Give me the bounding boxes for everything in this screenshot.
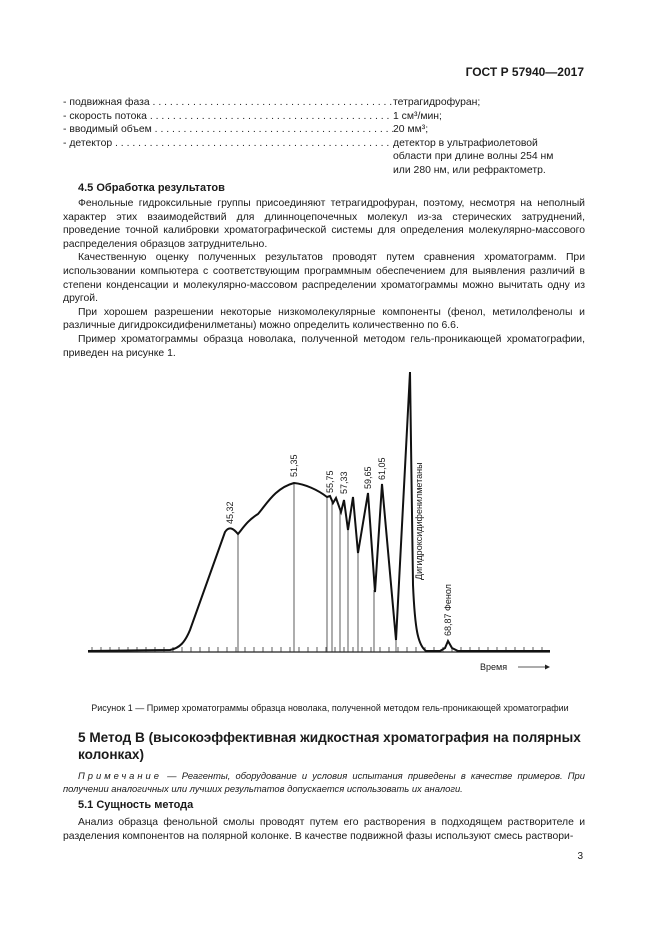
subsection-heading: 5.1 Сущность метода (78, 799, 194, 811)
paragraph: Пример хроматограммы образца новолака, п… (63, 333, 585, 359)
parameter-key: - вводимый объем (63, 123, 393, 137)
page-number: 3 (577, 851, 583, 862)
note: Примечание — Реагенты, оборудование и ус… (63, 769, 585, 795)
note-text: — Реагенты, оборудование и условия испыт… (63, 770, 585, 794)
arrow-right-icon (545, 664, 550, 670)
peak-labels: 45,32 51,35 55,75 57,33 59,65 61,05 Диги… (225, 454, 453, 636)
parameter-key: - скорость потока (63, 110, 393, 124)
section-heading: 4.5 Обработка результатов (78, 182, 225, 194)
parameter-row: - вводимый объем20 мм³; (63, 123, 588, 137)
parameter-row: - детектордетектор в ультрафиолетовой об… (63, 137, 588, 178)
parameter-value: 20 мм³; (393, 124, 429, 136)
document-id: ГОСТ Р 57940—2017 (465, 65, 584, 79)
peak-label: 45,32 (225, 501, 235, 524)
parameter-list: - подвижная фазатетрагидрофуран; - скоро… (63, 96, 588, 178)
note-label: Примечание (78, 770, 162, 781)
section-body: Анализ образца фенольной смолы проводят … (63, 816, 585, 843)
parameter-row: - подвижная фазатетрагидрофуран; (63, 96, 588, 110)
peak-label: 55,75 (325, 470, 335, 493)
parameter-value: 1 см³/мин; (393, 110, 442, 122)
paragraph: Качественную оценку полученных результат… (63, 252, 585, 305)
peak-label: 51,35 (289, 454, 299, 477)
dihydroxy-label: Дигидроксидифенилметаны (414, 462, 424, 580)
peak-label: 57,33 (339, 471, 349, 494)
phenol-label: 68,87 Фенол (443, 584, 453, 636)
section-body: Фенольные гидроксильные группы присоедин… (63, 197, 585, 360)
drop-lines (237, 483, 397, 652)
paragraph: При хорошем разрешении некоторые низкомо… (63, 306, 585, 332)
figure-caption: Рисунок 1 — Пример хроматограммы образца… (91, 703, 569, 713)
parameter-row: - скорость потока1 см³/мин; (63, 110, 588, 124)
parameter-value: детектор в ультрафиолетовой области при … (393, 137, 554, 176)
parameter-value: тетрагидрофуран; (393, 97, 481, 108)
parameter-key: - детектор (63, 137, 393, 178)
peak-label: 59,65 (363, 466, 373, 489)
parameter-key: - подвижная фаза (63, 96, 393, 110)
chromatogram-figure: 45,32 51,35 55,75 57,33 59,65 61,05 Диги… (87, 371, 550, 672)
x-axis-label: Время (480, 662, 507, 672)
paragraph: Анализ образца фенольной смолы проводят … (63, 817, 585, 842)
chromatogram-trace (87, 371, 550, 652)
paragraph: Фенольные гидроксильные группы присоедин… (63, 198, 585, 250)
section-heading: 5 Метод В (высокоэффективная жидкостная … (78, 730, 581, 762)
peak-label: 61,05 (377, 457, 387, 480)
